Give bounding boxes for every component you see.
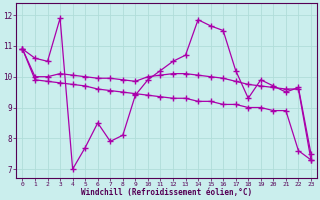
X-axis label: Windchill (Refroidissement éolien,°C): Windchill (Refroidissement éolien,°C): [81, 188, 252, 197]
